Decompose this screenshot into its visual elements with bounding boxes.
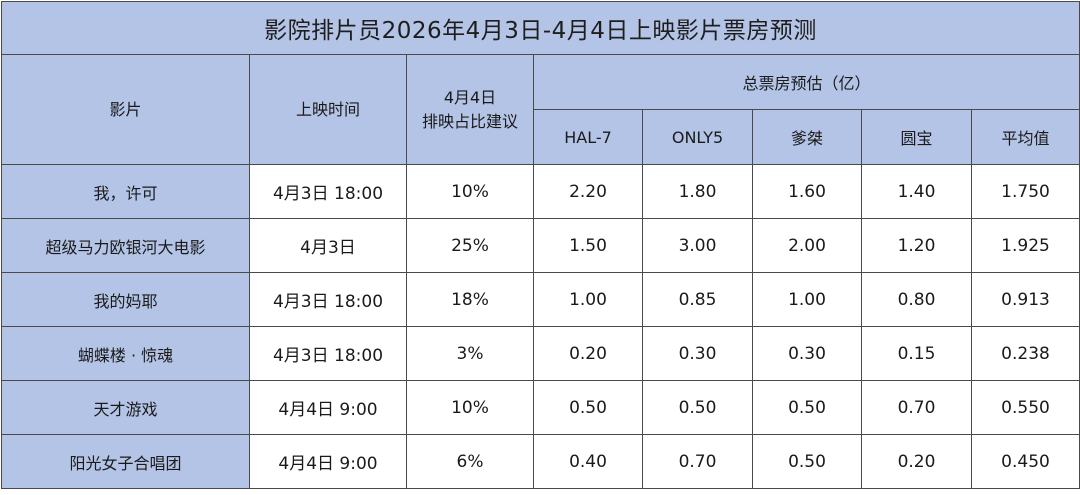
movie-name: 蝴蝶楼 · 惊魂: [1, 326, 250, 381]
average-value: 0.238: [971, 326, 1080, 381]
forecast-value: 0.50: [752, 380, 862, 435]
forecast-value: 1.60: [752, 164, 862, 219]
screening-share: 3%: [406, 326, 534, 381]
header-box-office-group: 总票房预估（亿）: [533, 54, 1080, 110]
header-movie: 影片: [1, 54, 250, 165]
forecast-value: 0.50: [533, 380, 643, 435]
average-value: 0.913: [971, 272, 1080, 327]
average-value: 1.925: [971, 218, 1080, 273]
forecast-value: 1.50: [533, 218, 643, 273]
average-value: 0.550: [971, 380, 1080, 435]
header-predictor-3: 爹桀: [752, 109, 862, 165]
forecast-value: 1.40: [861, 164, 972, 219]
screening-share: 25%: [406, 218, 534, 273]
movie-name: 天才游戏: [1, 380, 250, 435]
table-row: 阳光女子合唱团 4月4日 9:00 6% 0.40 0.70 0.50 0.20…: [1, 434, 1080, 489]
forecast-value: 0.30: [752, 326, 862, 381]
forecast-value: 1.00: [752, 272, 862, 327]
movie-name: 我，许可: [1, 164, 250, 219]
forecast-value: 0.70: [642, 434, 753, 489]
forecast-value: 0.15: [861, 326, 972, 381]
table-title: 影院排片员2026年4月3日-4月4日上映影片票房预测: [1, 1, 1080, 55]
header-predictor-hal7: HAL-7: [533, 109, 643, 165]
screening-share: 10%: [406, 164, 534, 219]
header-predictor-4: 圆宝: [861, 109, 972, 165]
screening-share: 6%: [406, 434, 534, 489]
movie-name: 我的妈耶: [1, 272, 250, 327]
table-row: 超级马力欧银河大电影 4月3日 25% 1.50 3.00 2.00 1.20 …: [1, 218, 1080, 273]
forecast-value: 0.85: [642, 272, 753, 327]
forecast-value: 3.00: [642, 218, 753, 273]
average-value: 1.750: [971, 164, 1080, 219]
forecast-value: 0.50: [752, 434, 862, 489]
average-value: 0.450: [971, 434, 1080, 489]
forecast-value: 0.80: [861, 272, 972, 327]
forecast-value: 2.20: [533, 164, 643, 219]
forecast-value: 0.70: [861, 380, 972, 435]
header-share-line2: 排映占比建议: [421, 111, 518, 131]
forecast-value: 0.50: [642, 380, 753, 435]
forecast-value: 0.20: [861, 434, 972, 489]
movie-name: 超级马力欧银河大电影: [1, 218, 250, 273]
header-average: 平均值: [971, 109, 1080, 165]
forecast-value: 0.40: [533, 434, 643, 489]
release-time: 4月3日 18:00: [249, 272, 407, 327]
screening-share: 10%: [406, 380, 534, 435]
forecast-value: 1.80: [642, 164, 753, 219]
header-share-line1: 4月4日: [443, 87, 497, 107]
movie-name: 阳光女子合唱团: [1, 434, 250, 489]
table-row: 蝴蝶楼 · 惊魂 4月3日 18:00 3% 0.20 0.30 0.30 0.…: [1, 326, 1080, 381]
forecast-value: 0.30: [642, 326, 753, 381]
forecast-value: 2.00: [752, 218, 862, 273]
screening-share: 18%: [406, 272, 534, 327]
header-screening-share: 4月4日 排映占比建议: [406, 54, 534, 165]
header-predictor-only5: ONLY5: [642, 109, 753, 165]
release-time: 4月4日 9:00: [249, 380, 407, 435]
header-release-time: 上映时间: [249, 54, 407, 165]
table-row: 我的妈耶 4月3日 18:00 18% 1.00 0.85 1.00 0.80 …: [1, 272, 1080, 327]
release-time: 4月3日 18:00: [249, 164, 407, 219]
forecast-value: 1.20: [861, 218, 972, 273]
release-time: 4月3日 18:00: [249, 326, 407, 381]
table-row: 天才游戏 4月4日 9:00 10% 0.50 0.50 0.50 0.70 0…: [1, 380, 1080, 435]
forecast-value: 0.20: [533, 326, 643, 381]
table-row: 我，许可 4月3日 18:00 10% 2.20 1.80 1.60 1.40 …: [1, 164, 1080, 219]
release-time: 4月4日 9:00: [249, 434, 407, 489]
release-time: 4月3日: [249, 218, 407, 273]
forecast-value: 1.00: [533, 272, 643, 327]
